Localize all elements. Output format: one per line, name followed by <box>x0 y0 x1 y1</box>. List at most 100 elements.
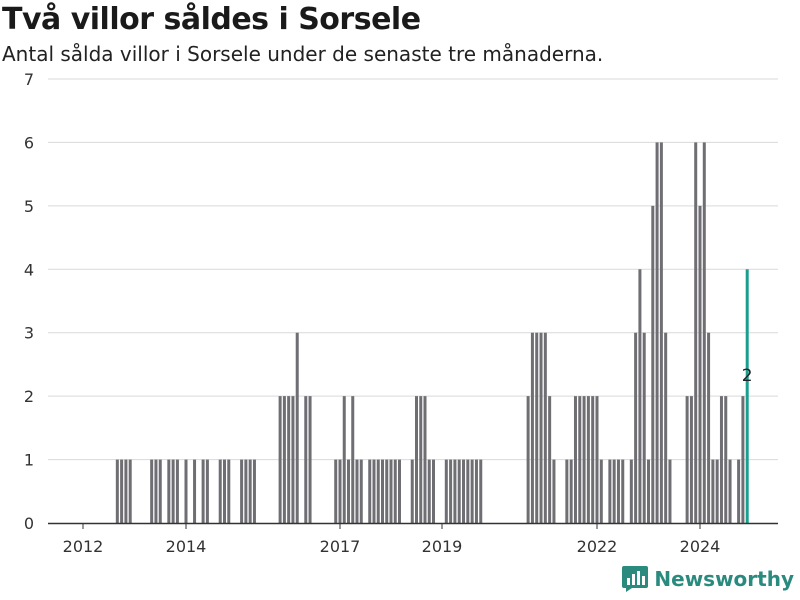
bar <box>368 459 372 523</box>
bar <box>227 459 231 523</box>
bar <box>278 396 282 523</box>
x-tick-label: 2012 <box>63 537 104 556</box>
bar <box>193 459 197 523</box>
bar <box>359 459 363 523</box>
bar <box>338 459 342 523</box>
bar <box>474 459 478 523</box>
bar <box>381 459 384 523</box>
bar <box>612 459 616 523</box>
brand: Newsworthy <box>622 566 794 592</box>
bar <box>526 396 530 523</box>
bar <box>252 459 256 523</box>
bar <box>539 332 543 523</box>
bar <box>573 396 577 523</box>
bar <box>167 459 171 523</box>
bar <box>291 396 295 523</box>
bar <box>457 459 461 523</box>
bar <box>244 459 248 523</box>
bar <box>205 459 209 523</box>
bar <box>351 396 355 523</box>
bar <box>427 459 431 523</box>
bar <box>591 396 595 523</box>
bar <box>599 459 603 523</box>
bar <box>184 459 188 523</box>
bar <box>248 459 252 523</box>
bar <box>398 459 401 523</box>
bar <box>419 396 423 523</box>
x-tick-label: 2019 <box>422 537 463 556</box>
bar <box>334 459 338 523</box>
bar <box>479 459 483 523</box>
bar <box>342 396 346 523</box>
bar <box>651 205 655 523</box>
bar <box>647 459 650 523</box>
bar <box>616 459 620 523</box>
bar <box>621 459 625 523</box>
bar <box>608 459 612 523</box>
bar <box>124 459 128 523</box>
bar <box>308 396 312 523</box>
bar <box>664 332 668 523</box>
bar <box>685 396 689 523</box>
bar <box>595 396 599 523</box>
bar <box>578 396 582 523</box>
bar <box>287 396 291 523</box>
bar <box>223 459 226 523</box>
bar <box>376 459 380 523</box>
bar <box>552 459 556 523</box>
bar <box>634 332 638 523</box>
bar <box>466 459 470 523</box>
bar <box>569 459 573 523</box>
bar <box>582 396 586 523</box>
bar <box>642 332 646 523</box>
bar <box>128 459 132 523</box>
y-tick-label: 4 <box>24 260 34 279</box>
bar <box>423 396 427 523</box>
bar <box>629 459 633 523</box>
bar <box>304 396 308 523</box>
y-tick-label: 3 <box>24 324 34 343</box>
bar <box>347 459 350 523</box>
bar <box>728 459 732 523</box>
bar <box>689 396 693 523</box>
bar <box>535 332 539 523</box>
bar <box>410 459 414 523</box>
bar <box>659 142 663 523</box>
newsworthy-logo-icon <box>622 566 649 592</box>
bar <box>449 459 453 523</box>
bar <box>150 459 154 523</box>
y-tick-label: 5 <box>24 197 34 216</box>
bar <box>385 459 389 523</box>
bar <box>240 459 244 523</box>
bar <box>586 396 590 523</box>
data-label: 2 <box>742 366 753 386</box>
bar <box>724 396 728 523</box>
x-tick-label: 2022 <box>577 537 618 556</box>
bar <box>711 459 715 523</box>
x-tick-label: 2024 <box>680 537 721 556</box>
chart-subtitle: Antal sålda villor i Sorsele under de se… <box>2 42 604 66</box>
bar <box>737 459 741 523</box>
bar <box>415 396 418 523</box>
y-tick-label: 0 <box>24 514 34 533</box>
bar <box>530 332 534 523</box>
bar <box>171 459 175 523</box>
y-tick-label: 2 <box>24 387 34 406</box>
bar <box>694 142 698 523</box>
bar <box>158 459 162 523</box>
bar <box>115 459 119 523</box>
bar <box>355 459 359 523</box>
bar <box>453 459 457 523</box>
y-tick-label: 6 <box>24 133 34 152</box>
bar-highlight <box>745 269 749 523</box>
bar <box>201 459 205 523</box>
bar <box>154 459 158 523</box>
bar <box>175 459 179 523</box>
bar <box>702 142 706 523</box>
bar <box>655 142 659 523</box>
bar <box>218 459 222 523</box>
x-tick-label: 2017 <box>320 537 361 556</box>
bar <box>372 459 376 523</box>
bar <box>444 459 448 523</box>
